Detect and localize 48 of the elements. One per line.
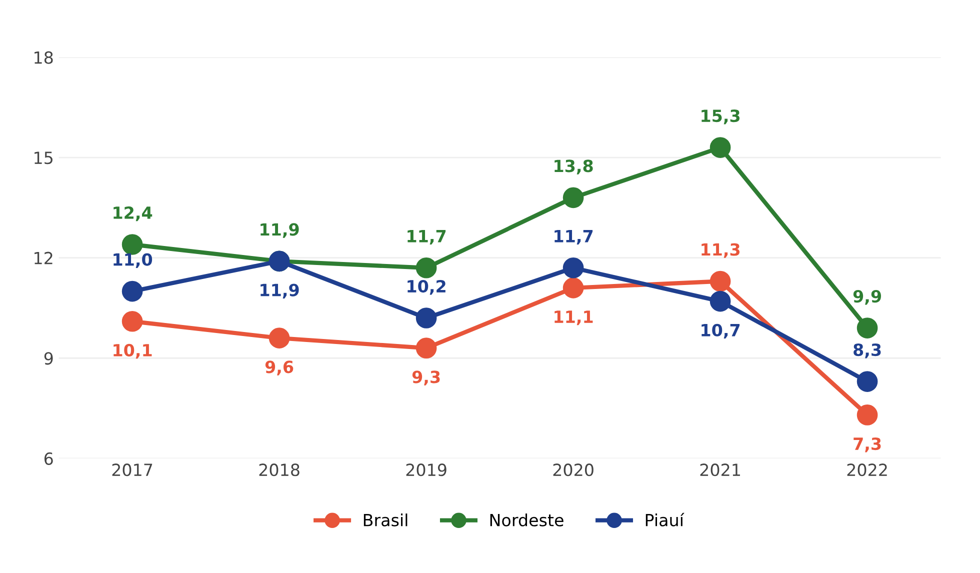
point: [416, 308, 437, 328]
point: [562, 278, 584, 298]
point: [122, 280, 143, 302]
data-label: 9,6: [265, 360, 294, 376]
x-tick-label: 2019: [406, 464, 446, 476]
data-label: 7,3: [854, 437, 881, 452]
legend-label: Nordeste: [490, 514, 564, 526]
data-label: 10,7: [702, 324, 740, 339]
point: [268, 328, 290, 348]
data-label: 8,3: [854, 343, 881, 358]
data-label: 11,0: [114, 253, 152, 268]
data-label: 10,2: [408, 280, 446, 295]
y-tick-label: 9: [44, 352, 53, 365]
point: [122, 234, 143, 255]
data-label: 11,9: [260, 284, 299, 298]
point: [710, 270, 731, 292]
data-label: 13,8: [554, 160, 593, 174]
y-tick-label: 6: [44, 452, 53, 465]
data-label: 11,9: [260, 223, 299, 238]
point: [710, 290, 731, 312]
x-tick-label: 2021: [700, 464, 740, 476]
y-tick-label: 18: [34, 51, 53, 64]
data-label: 9,3: [412, 370, 440, 386]
point: [710, 137, 731, 158]
data-label: 9,9: [853, 290, 881, 305]
data-label: 11,7: [408, 230, 446, 245]
point: [856, 404, 878, 426]
x-tick-label: 2018: [259, 464, 300, 476]
data-label: 11,1: [554, 310, 593, 326]
x-tick-label: 2022: [847, 464, 887, 476]
point: [122, 310, 143, 332]
point: [416, 257, 437, 278]
data-label: 12,4: [114, 206, 152, 222]
y-tick-label: 12: [34, 252, 52, 264]
data-label: 11,7: [554, 230, 593, 245]
x-tick-label: 2020: [553, 464, 594, 476]
point: [856, 371, 878, 392]
data-label: 10,1: [114, 344, 152, 359]
legend-label: Brasil: [364, 514, 408, 526]
data-label: 15,3: [702, 109, 740, 124]
point: [856, 318, 878, 338]
legend-label: Piauí: [646, 512, 684, 526]
point: [562, 257, 584, 278]
y-tick-label: 15: [34, 152, 52, 164]
point: [562, 187, 584, 208]
point: [416, 338, 437, 359]
x-tick-label: 2017: [112, 464, 152, 476]
data-label: 11,3: [702, 243, 740, 258]
